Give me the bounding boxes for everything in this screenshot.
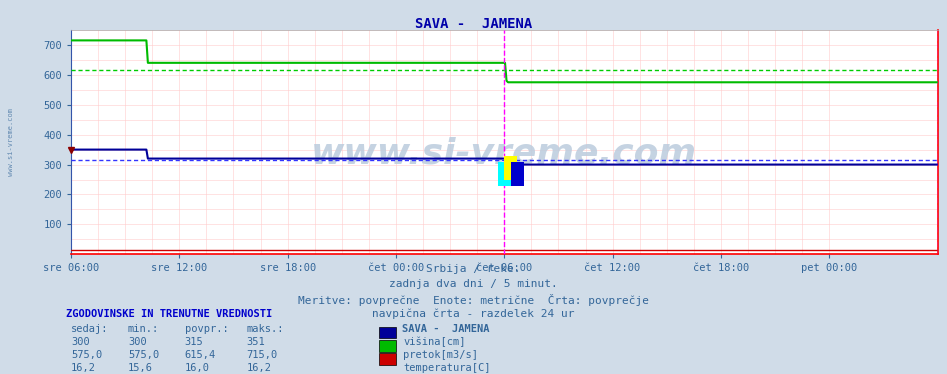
Text: 715,0: 715,0 [246,350,277,360]
Bar [504,156,517,180]
Text: www.si-vreme.com: www.si-vreme.com [312,137,697,170]
Text: ZGODOVINSKE IN TRENUTNE VREDNOSTI: ZGODOVINSKE IN TRENUTNE VREDNOSTI [66,309,273,319]
Text: maks.:: maks.: [246,324,284,334]
Text: 315: 315 [185,337,204,347]
Text: zadnja dva dni / 5 minut.: zadnja dva dni / 5 minut. [389,279,558,289]
Text: Srbija / reke.: Srbija / reke. [426,264,521,274]
Bar [510,162,524,186]
Text: www.si-vreme.com: www.si-vreme.com [9,108,14,176]
Text: 575,0: 575,0 [71,350,102,360]
Text: 16,0: 16,0 [185,363,209,373]
Text: 300: 300 [71,337,90,347]
Text: temperatura[C]: temperatura[C] [403,363,491,373]
Text: pretok[m3/s]: pretok[m3/s] [403,350,478,360]
Text: povpr.:: povpr.: [185,324,228,334]
Text: sedaj:: sedaj: [71,324,109,334]
Text: SAVA -  JAMENA: SAVA - JAMENA [415,17,532,31]
Text: 16,2: 16,2 [71,363,96,373]
Text: Meritve: povprečne  Enote: metrične  Črta: povprečje: Meritve: povprečne Enote: metrične Črta:… [298,294,649,306]
Bar [498,162,510,186]
Text: navpična črta - razdelek 24 ur: navpična črta - razdelek 24 ur [372,309,575,319]
Text: 16,2: 16,2 [246,363,271,373]
Text: 351: 351 [246,337,265,347]
Text: 575,0: 575,0 [128,350,159,360]
Text: višina[cm]: višina[cm] [403,337,466,347]
Text: 615,4: 615,4 [185,350,216,360]
Text: min.:: min.: [128,324,159,334]
Text: 300: 300 [128,337,147,347]
Text: SAVA -  JAMENA: SAVA - JAMENA [402,324,490,334]
Text: 15,6: 15,6 [128,363,152,373]
